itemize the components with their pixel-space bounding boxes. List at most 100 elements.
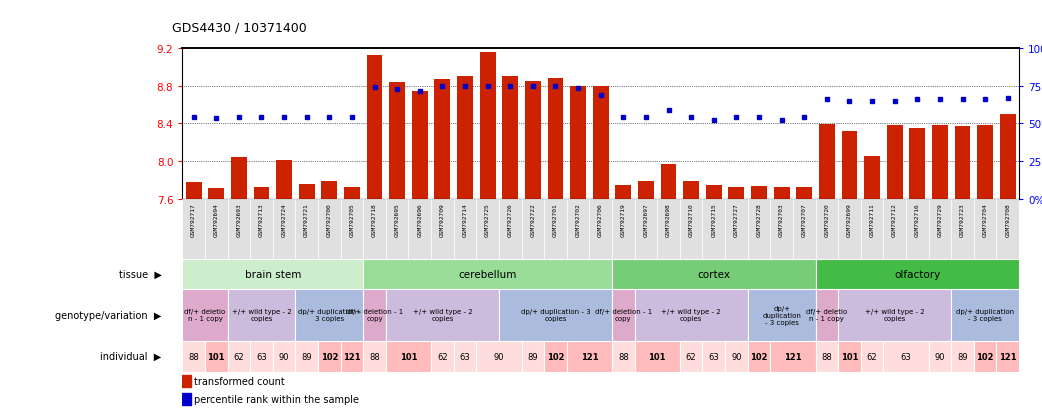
Bar bbox=[227, 341, 250, 372]
Bar bbox=[412, 92, 427, 199]
Bar bbox=[570, 86, 586, 199]
Text: GSM792707: GSM792707 bbox=[801, 202, 807, 236]
Bar bbox=[299, 184, 315, 199]
Bar bbox=[951, 199, 974, 259]
Bar bbox=[638, 182, 654, 199]
Bar bbox=[612, 259, 816, 289]
Bar bbox=[770, 199, 793, 259]
Text: genotype/variation  ▶: genotype/variation ▶ bbox=[55, 310, 162, 320]
Bar bbox=[182, 199, 205, 259]
Bar bbox=[635, 341, 679, 372]
Bar bbox=[816, 289, 838, 341]
Text: 101: 101 bbox=[207, 352, 225, 361]
Bar bbox=[431, 341, 453, 372]
Text: df/+ deletio
n - 1 copy: df/+ deletio n - 1 copy bbox=[184, 309, 225, 321]
Text: brain stem: brain stem bbox=[245, 269, 301, 279]
Text: GSM792726: GSM792726 bbox=[507, 202, 513, 236]
Text: GSM792699: GSM792699 bbox=[847, 202, 852, 236]
Text: GSM792698: GSM792698 bbox=[666, 202, 671, 236]
Text: GSM792696: GSM792696 bbox=[417, 202, 422, 236]
Bar bbox=[435, 80, 450, 199]
Bar bbox=[658, 199, 679, 259]
Text: dp/+ duplication
- 3 copies: dp/+ duplication - 3 copies bbox=[957, 309, 1014, 321]
Text: GSM792721: GSM792721 bbox=[304, 202, 309, 236]
Text: GSM792722: GSM792722 bbox=[530, 202, 536, 236]
Text: 121: 121 bbox=[999, 352, 1017, 361]
Bar bbox=[748, 341, 770, 372]
Bar bbox=[884, 341, 928, 372]
Text: GSM792719: GSM792719 bbox=[621, 202, 626, 236]
Text: df/+ deletio
n - 1 copy: df/+ deletio n - 1 copy bbox=[807, 309, 847, 321]
Bar bbox=[905, 199, 928, 259]
Bar bbox=[227, 289, 296, 341]
Bar bbox=[770, 341, 816, 372]
Bar bbox=[544, 341, 567, 372]
Bar bbox=[748, 289, 816, 341]
Bar bbox=[476, 199, 499, 259]
Bar bbox=[725, 341, 748, 372]
Bar bbox=[453, 341, 476, 372]
Text: GSM792727: GSM792727 bbox=[734, 202, 739, 236]
Bar bbox=[499, 199, 522, 259]
Bar bbox=[386, 289, 499, 341]
Bar bbox=[182, 393, 191, 405]
Text: GSM792717: GSM792717 bbox=[191, 202, 196, 236]
Bar bbox=[861, 341, 884, 372]
Text: 101: 101 bbox=[648, 352, 666, 361]
Text: 63: 63 bbox=[900, 352, 912, 361]
Bar bbox=[616, 185, 631, 199]
Bar bbox=[612, 199, 635, 259]
Text: 102: 102 bbox=[750, 352, 768, 361]
Text: 121: 121 bbox=[580, 352, 598, 361]
Text: 121: 121 bbox=[343, 352, 361, 361]
Bar bbox=[276, 161, 292, 199]
Bar bbox=[476, 341, 522, 372]
Bar bbox=[390, 83, 405, 199]
Text: olfactory: olfactory bbox=[894, 269, 941, 279]
Text: 90: 90 bbox=[935, 352, 945, 361]
Bar bbox=[1000, 115, 1016, 199]
Text: GSM792729: GSM792729 bbox=[938, 202, 942, 236]
Text: 63: 63 bbox=[460, 352, 470, 361]
Text: GSM792705: GSM792705 bbox=[349, 202, 354, 236]
Text: 62: 62 bbox=[437, 352, 448, 361]
Text: 63: 63 bbox=[709, 352, 719, 361]
Bar bbox=[386, 341, 431, 372]
Bar bbox=[502, 77, 518, 199]
Text: 88: 88 bbox=[189, 352, 199, 361]
Bar bbox=[185, 183, 201, 199]
Text: GSM792718: GSM792718 bbox=[372, 202, 377, 236]
Bar bbox=[457, 77, 473, 199]
Bar bbox=[364, 199, 386, 259]
Bar bbox=[567, 341, 612, 372]
Bar bbox=[910, 129, 925, 199]
Bar bbox=[547, 79, 564, 199]
Bar bbox=[996, 199, 1019, 259]
Text: GSM792704: GSM792704 bbox=[983, 202, 988, 236]
Bar bbox=[635, 199, 658, 259]
Text: 102: 102 bbox=[976, 352, 994, 361]
Bar bbox=[816, 199, 838, 259]
Text: GSM792723: GSM792723 bbox=[960, 202, 965, 236]
Bar bbox=[205, 341, 227, 372]
Text: cortex: cortex bbox=[697, 269, 730, 279]
Bar bbox=[250, 199, 273, 259]
Bar bbox=[728, 187, 744, 199]
Text: 101: 101 bbox=[841, 352, 859, 361]
Bar bbox=[679, 199, 702, 259]
Text: 89: 89 bbox=[301, 352, 312, 361]
Bar bbox=[182, 341, 205, 372]
Bar bbox=[367, 56, 382, 199]
Bar bbox=[951, 289, 1019, 341]
Text: +/+ wild type - 2
copies: +/+ wild type - 2 copies bbox=[865, 309, 924, 321]
Text: df/+ deletion - 1
copy: df/+ deletion - 1 copy bbox=[346, 309, 403, 321]
Text: GSM792724: GSM792724 bbox=[281, 202, 287, 236]
Bar bbox=[928, 341, 951, 372]
Text: GSM792713: GSM792713 bbox=[259, 202, 264, 236]
Bar bbox=[932, 126, 948, 199]
Bar bbox=[344, 187, 359, 199]
Bar bbox=[253, 187, 270, 199]
Text: 88: 88 bbox=[618, 352, 628, 361]
Bar bbox=[748, 199, 770, 259]
Bar bbox=[182, 259, 364, 289]
